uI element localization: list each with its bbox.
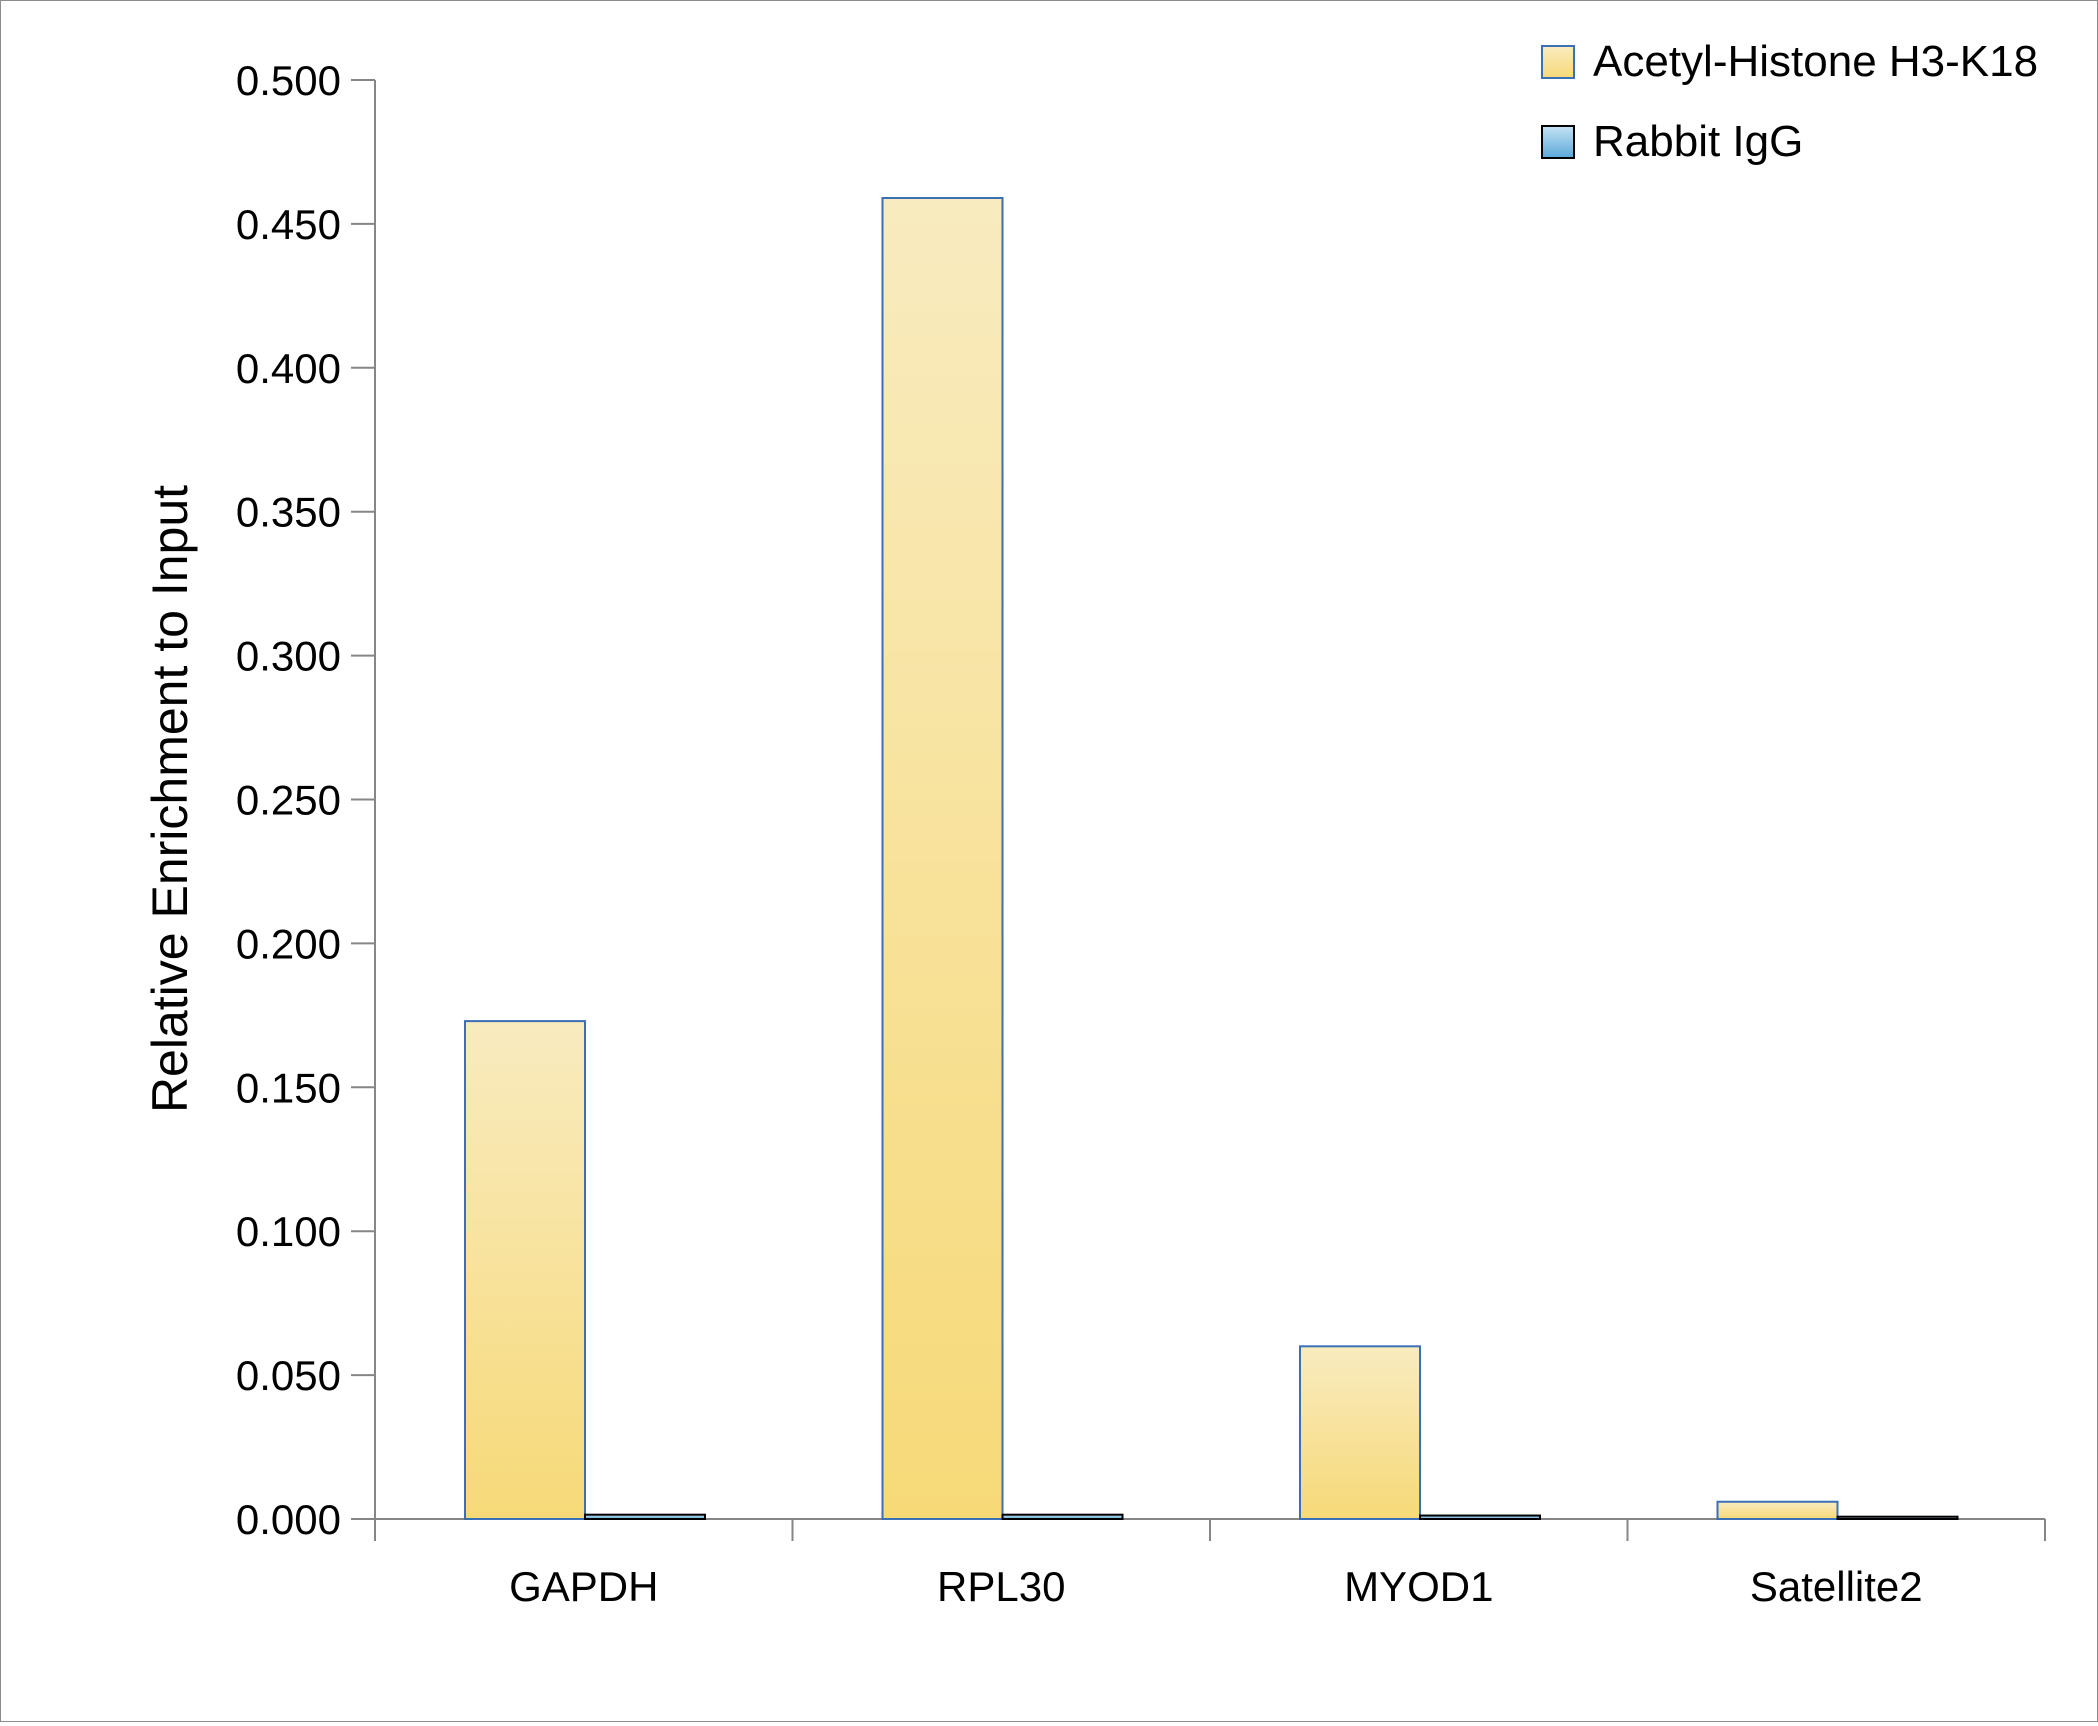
y-axis-title: Relative Enrichment to Input [142, 485, 198, 1113]
y-tick-label: 0.200 [236, 920, 341, 967]
y-tick-label: 0.500 [236, 57, 341, 104]
y-tick-label: 0.450 [236, 201, 341, 248]
bar-rabbit-igg-gapdh [584, 1513, 706, 1520]
axes [351, 79, 2046, 1541]
y-tick-label: 0.100 [236, 1208, 341, 1255]
x-tick-label: RPL30 [937, 1563, 1065, 1610]
y-tick-label: 0.000 [236, 1496, 341, 1543]
bar-acetyl-histone-h3-k18-satellite2 [1716, 1500, 1839, 1521]
x-tick-label: GAPDH [509, 1563, 658, 1610]
bar-acetyl-histone-h3-k18-rpl30 [881, 196, 1004, 1520]
y-tick-label: 0.300 [236, 633, 341, 680]
bar-acetyl-histone-h3-k18-myod1 [1299, 1345, 1421, 1520]
legend-label: Acetyl-Histone H3-K18 [1593, 37, 2038, 86]
y-tick-label: 0.150 [236, 1064, 341, 1111]
axis-labels: 0.000 0.050 0.100 0.150 0.200 0.250 0.300 0.350… [236, 57, 1923, 1610]
legend-swatch [1541, 45, 1575, 79]
legend-swatch [1541, 125, 1575, 159]
bar-rabbit-igg-satellite2 [1836, 1515, 1959, 1521]
bar-rabbit-igg-myod1 [1419, 1514, 1541, 1520]
legend: Acetyl-Histone H3-K18 Rabbit IgG [1541, 37, 2038, 166]
bar-acetyl-histone-h3-k18-gapdh [464, 1020, 586, 1521]
bars [464, 196, 1959, 1521]
x-tick-label: MYOD1 [1344, 1563, 1493, 1610]
y-tick-label: 0.250 [236, 777, 341, 824]
x-tick-label: Satellite2 [1750, 1563, 1923, 1610]
y-tick-label: 0.350 [236, 489, 341, 536]
y-tick-label: 0.400 [236, 345, 341, 392]
y-tick-label: 0.050 [236, 1352, 341, 1399]
bar-rabbit-igg-rpl30 [1001, 1513, 1124, 1520]
legend-label: Rabbit IgG [1593, 117, 1803, 166]
